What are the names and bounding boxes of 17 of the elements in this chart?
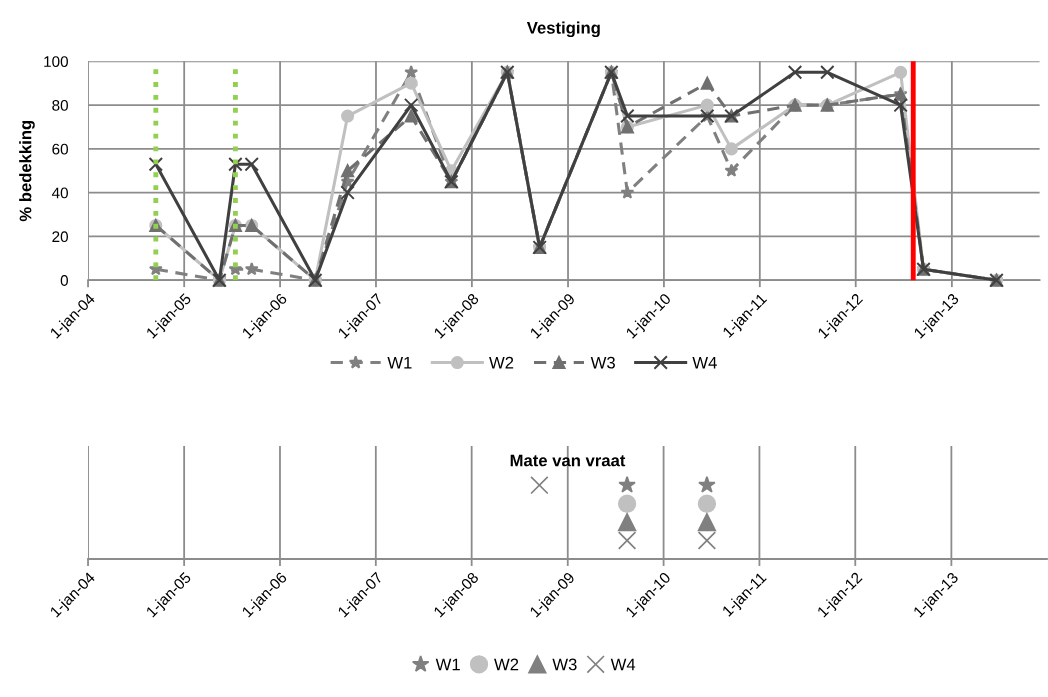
legend-label: W1 <box>387 356 412 369</box>
legend-label: W1 <box>435 658 460 671</box>
legend-label: W3 <box>590 356 615 369</box>
chart-title: Vestiging <box>526 21 600 38</box>
y-tick-label: 100 <box>44 56 68 68</box>
legend-label: W2 <box>494 658 519 671</box>
y-tick-label: 40 <box>51 187 68 199</box>
chart-title: Mate van vraat <box>510 454 626 467</box>
y-tick-label: 0 <box>60 275 68 286</box>
y-tick-label: 80 <box>52 99 68 111</box>
y-tick-label: 60 <box>52 143 68 155</box>
y-axis-title: % bedekking <box>19 120 35 222</box>
legend-label: W3 <box>552 658 577 671</box>
legend-label: W4 <box>692 356 717 369</box>
legend-label: W4 <box>610 658 636 671</box>
y-tick-label: 20 <box>52 231 68 243</box>
legend-label: W2 <box>489 356 514 369</box>
